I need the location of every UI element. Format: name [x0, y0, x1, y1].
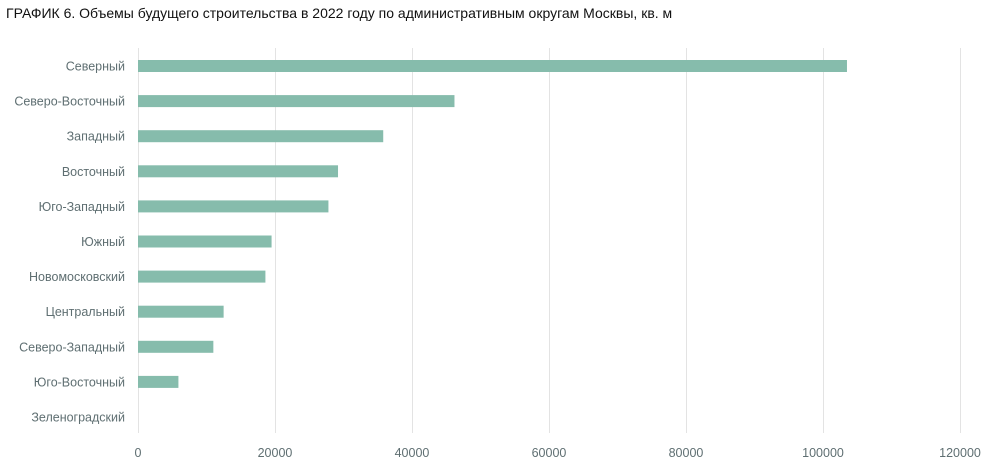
category-label: Северо-Западный — [19, 340, 125, 354]
category-label: Восточный — [62, 165, 125, 179]
bar — [138, 375, 179, 388]
bars — [138, 60, 847, 388]
category-label: Новомосковский — [29, 270, 125, 284]
bar — [138, 165, 339, 178]
category-label: Центральный — [46, 305, 125, 319]
x-tick-label: 40000 — [395, 446, 430, 460]
bar — [138, 305, 224, 318]
category-label: Зеленоградский — [31, 411, 125, 425]
x-tick-label: 100000 — [802, 446, 844, 460]
bar — [138, 200, 329, 213]
category-label: Южный — [81, 235, 125, 249]
category-label: Северо-Восточный — [14, 95, 125, 109]
x-tick-label: 60000 — [532, 446, 567, 460]
x-axis-tick-labels: 0 20000 40000 60000 80000 100000 120000 — [135, 446, 981, 460]
x-tick-label: 20000 — [258, 446, 293, 460]
category-label: Северный — [66, 60, 125, 74]
x-tick-label: 80000 — [669, 446, 704, 460]
bar — [138, 235, 272, 248]
category-label: Западный — [67, 130, 125, 144]
chart-title: ГРАФИК 6. Объемы будущего строительства … — [6, 5, 673, 21]
category-label: Юго-Западный — [39, 200, 125, 214]
category-labels: Северный Северо-Восточный Западный Восточны… — [14, 60, 125, 425]
x-tick-label: 0 — [135, 446, 142, 460]
category-label: Юго-Восточный — [34, 375, 125, 389]
bar — [138, 95, 455, 108]
x-tick-label: 120000 — [939, 446, 981, 460]
bar — [138, 60, 847, 72]
bar — [138, 270, 266, 283]
bar — [138, 130, 384, 143]
bar — [138, 340, 214, 353]
